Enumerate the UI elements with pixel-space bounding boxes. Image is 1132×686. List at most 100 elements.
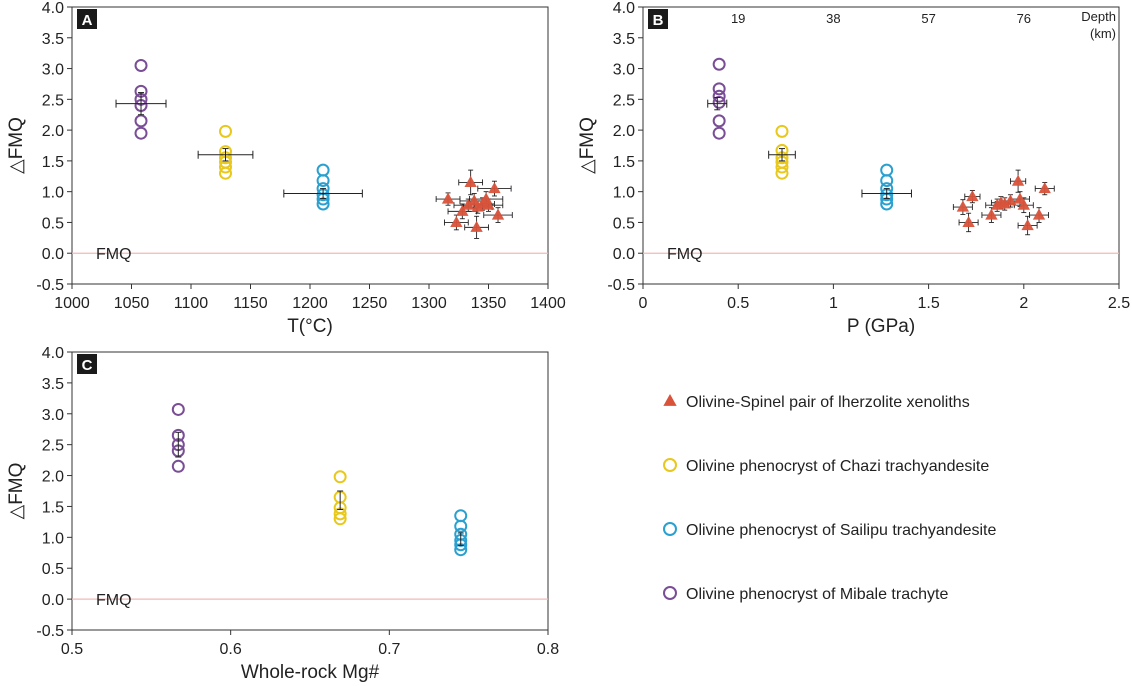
y-tick-label: 4.0 (613, 0, 635, 17)
data-point-xenolith (1017, 198, 1030, 210)
y-tick-label: 0.5 (613, 215, 635, 232)
legend-label: Olivine phenocryst of Chazi trachyandesi… (686, 458, 989, 475)
data-point-mibale (712, 82, 726, 96)
data-point-sailipu (316, 163, 330, 177)
fmq-label: FMQ (96, 246, 132, 263)
x-tick-label: 0.5 (727, 295, 749, 312)
data-point-sailipu (880, 174, 894, 188)
x-tick-label: 1200 (292, 295, 328, 312)
data-point-xenolith (456, 204, 469, 216)
data-point-xenolith (1038, 182, 1051, 194)
legend-marker-circle (663, 522, 677, 536)
x-tick-label: 1.5 (917, 295, 939, 312)
data-point-xenolith (1032, 208, 1046, 220)
x-axis-label: Whole-rock Mg# (241, 662, 380, 683)
x-axis-label: T(°C) (287, 316, 333, 337)
legend-label: Olivine-Spinel pair of lherzolite xenoli… (686, 394, 970, 411)
legend-item-chazi: Olivine phenocryst of Chazi trachyandesi… (663, 458, 989, 475)
data-point-mibale (134, 114, 148, 128)
panel-letter: A (82, 12, 93, 29)
data-point-chazi (219, 166, 233, 180)
depth-tick-label: 19 (731, 11, 745, 26)
data-point-xenolith (1011, 174, 1025, 186)
series-chazi (197, 124, 254, 180)
data-point-xenolith (464, 175, 477, 187)
y-tick-label: 3.0 (613, 62, 635, 79)
y-tick-label: 3.5 (613, 31, 635, 48)
data-point-mibale (712, 89, 726, 103)
y-tick-label: 3.5 (42, 376, 64, 393)
legend-marker-circle (663, 586, 677, 600)
legend-item-sailipu: Olivine phenocryst of Sailipu trachyande… (663, 522, 996, 539)
data-point-sailipu (880, 163, 894, 177)
data-point-sailipu (454, 509, 468, 523)
y-axis-label: △FMQ (6, 117, 27, 174)
x-tick-label: 1 (829, 295, 838, 312)
data-point-mibale (712, 126, 726, 140)
series-xenolith (952, 169, 1055, 236)
legend-label: Olivine phenocryst of Mibale trachyte (686, 586, 948, 603)
data-point-chazi (333, 512, 347, 526)
data-point-xenolith (462, 198, 475, 210)
y-axis-label: △FMQ (577, 117, 598, 174)
depth-tick-label: 38 (826, 11, 840, 26)
fmq-label: FMQ (96, 592, 132, 609)
fmq-label: FMQ (667, 246, 703, 263)
x-tick-label: 1000 (54, 295, 90, 312)
x-tick-label: 1400 (530, 295, 566, 312)
x-tick-label: 0.8 (537, 641, 559, 658)
y-tick-label: 1.0 (42, 185, 64, 202)
x-axis-label: P (GPa) (847, 316, 915, 337)
chart-panel-c: FMQ -0.5 0.0 0.5 1.0 1.5 2.0 2.5 3.0 3.5 4.0 0.5 0.6… (6, 345, 559, 683)
y-axis-label: △FMQ (6, 463, 27, 520)
y-tick-label: 1.0 (613, 185, 635, 202)
panel-letter-badge (77, 9, 97, 29)
y-tick-label: 0.5 (42, 561, 64, 578)
data-point-mibale (712, 57, 726, 71)
y-tick-label: 1.5 (613, 154, 635, 171)
data-point-xenolith (1021, 219, 1034, 231)
x-tick-label: 1250 (352, 295, 388, 312)
data-point-xenolith (962, 215, 975, 227)
y-tick-label: 2.5 (42, 438, 64, 455)
series-sailipu (454, 509, 468, 557)
y-tick-label: 1.5 (42, 499, 64, 516)
series-xenolith (435, 169, 513, 239)
data-point-xenolith (956, 200, 970, 212)
depth-axis-label: Depth (1081, 9, 1116, 24)
data-point-chazi (775, 166, 789, 180)
x-tick-label: 2 (1019, 295, 1028, 312)
y-tick-label: 3.5 (42, 31, 64, 48)
x-tick-label: 0 (639, 295, 648, 312)
x-tick-label: 1350 (471, 295, 507, 312)
series-mibale (115, 58, 167, 140)
y-tick-label: 2.0 (42, 123, 64, 140)
plot-frame (642, 6, 1120, 285)
series-sailipu (283, 163, 363, 211)
depth-axis-unit: (km) (1090, 26, 1116, 41)
data-point-chazi (219, 160, 233, 174)
depth-tick-label: 57 (921, 11, 935, 26)
x-tick-label: 0.7 (378, 641, 400, 658)
x-tick-label: 1300 (411, 295, 447, 312)
chart-panel-a: FMQ -0.5 0.0 0.5 1.0 1.5 2.0 2.5 3.0 3.5 4.0 1000 10… (6, 0, 566, 337)
y-tick-label: 2.5 (42, 92, 64, 109)
y-tick-label: 2.0 (42, 469, 64, 486)
data-point-chazi (775, 160, 789, 174)
data-point-chazi (219, 124, 233, 138)
panel-letter-badge (77, 354, 97, 374)
y-tick-label: 1.0 (42, 530, 64, 547)
y-tick-label: 2.5 (613, 92, 635, 109)
data-point-mibale (171, 402, 185, 416)
depth-tick-label: 76 (1017, 11, 1031, 26)
y-tick-label: 4.0 (42, 345, 64, 362)
data-point-xenolith (985, 208, 998, 220)
legend-marker-circle (663, 458, 677, 472)
legend-label: Olivine phenocryst of Sailipu trachyande… (686, 522, 996, 539)
series-mibale (707, 57, 728, 140)
series-chazi (768, 124, 796, 180)
data-point-sailipu (316, 174, 330, 188)
panel-letter-badge (648, 9, 668, 29)
data-point-sailipu (454, 519, 468, 533)
data-point-mibale (171, 459, 185, 473)
